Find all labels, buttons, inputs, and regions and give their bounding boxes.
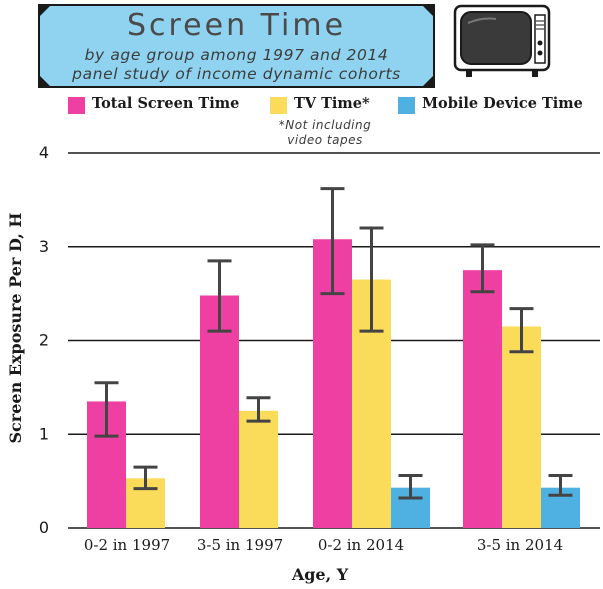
chart-subtitle: by age group among 1997 and 2014 panel s… xyxy=(72,46,401,83)
legend-swatch xyxy=(68,97,85,114)
x-tick-label: 3-5 in 1997 xyxy=(197,536,283,554)
y-tick-label: 3 xyxy=(39,237,49,256)
banner-corner xyxy=(38,74,52,88)
y-tick-label: 4 xyxy=(39,143,49,162)
x-tick-label: 0-2 in 2014 xyxy=(318,536,404,554)
bar xyxy=(502,326,541,528)
banner-corner xyxy=(421,4,435,18)
y-tick-label: 1 xyxy=(39,424,49,443)
y-tick-label: 0 xyxy=(39,518,49,537)
legend-label: Total Screen Time xyxy=(92,95,240,112)
footnote: *Not including video tapes xyxy=(278,118,372,147)
y-tick-label: 2 xyxy=(39,331,49,350)
x-tick-label: 3-5 in 2014 xyxy=(477,536,563,554)
x-tick-label: 0-2 in 1997 xyxy=(84,536,170,554)
bar xyxy=(239,410,278,528)
bar xyxy=(463,270,502,528)
banner-corner xyxy=(421,74,435,88)
banner-corner xyxy=(38,4,52,18)
y-axis-title: Screen Exposure Per D, H xyxy=(6,212,25,443)
bar xyxy=(200,295,239,528)
television-icon xyxy=(453,4,551,77)
chart-legend: Total Screen Time TV Time* Mobile Device… xyxy=(0,90,603,150)
title-banner: Screen Time by age group among 1997 and … xyxy=(38,4,435,88)
legend-swatch xyxy=(270,97,287,114)
legend-label: Mobile Device Time xyxy=(422,95,583,112)
legend-swatch xyxy=(398,97,415,114)
chart-title: Screen Time xyxy=(126,8,347,43)
legend-label: TV Time* xyxy=(294,95,370,112)
x-axis-title: Age, Y xyxy=(291,565,349,584)
